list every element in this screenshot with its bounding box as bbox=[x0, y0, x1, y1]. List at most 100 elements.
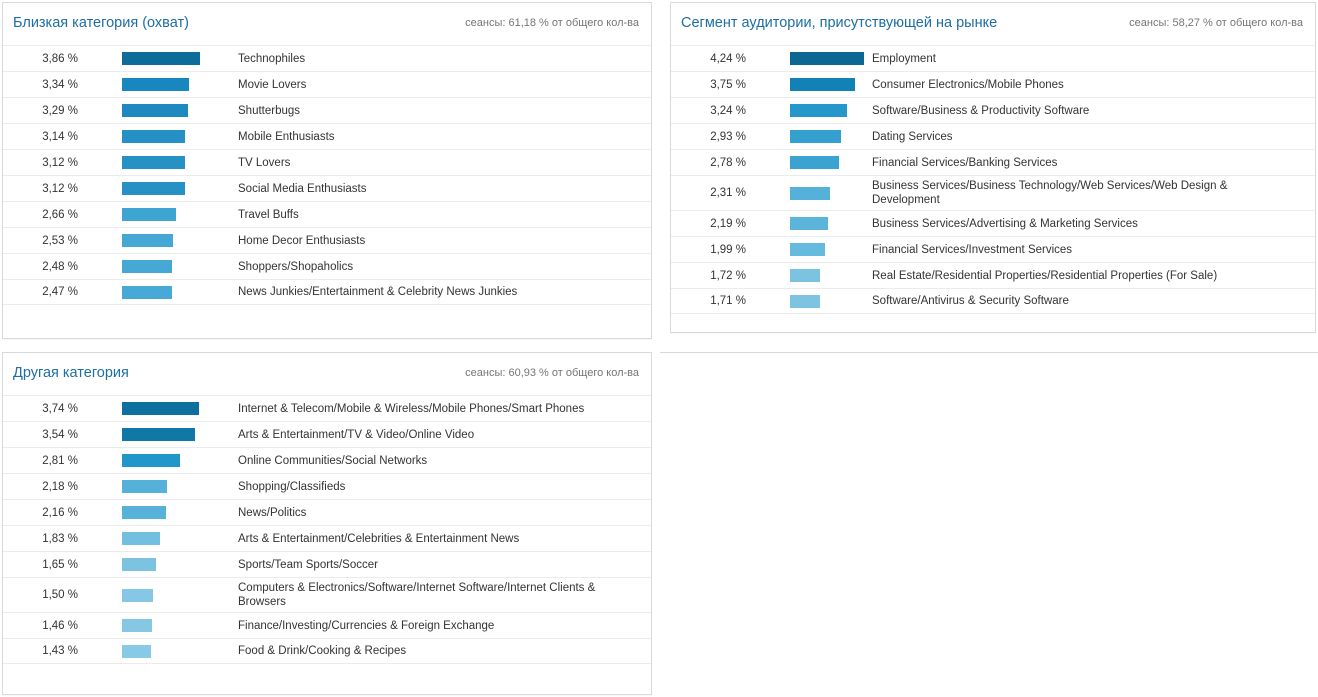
row-label: Business Services/Advertising & Marketin… bbox=[872, 217, 1138, 230]
widget-title-link[interactable]: Другая категория bbox=[13, 365, 129, 381]
row-value: 2,48 % bbox=[42, 260, 78, 273]
table-row: 3,12 % TV Lovers bbox=[3, 149, 651, 175]
row-value: 3,24 % bbox=[710, 104, 746, 117]
widget-title-link[interactable]: Близкая категория (охват) bbox=[13, 15, 189, 31]
widget-header: Другая категория сеансы: 60,93 % от обще… bbox=[3, 353, 651, 382]
bar-rows: 3,74 % Internet & Telecom/Mobile & Wirele… bbox=[3, 395, 651, 664]
bar-zone bbox=[122, 506, 238, 519]
table-row: 2,81 % Online Communities/Social Networks bbox=[3, 447, 651, 473]
bar-zone bbox=[122, 454, 238, 467]
table-row: 1,46 % Finance/Investing/Currencies & For… bbox=[3, 612, 651, 638]
row-value: 3,34 % bbox=[42, 78, 78, 91]
bar-zone bbox=[122, 588, 238, 602]
row-value: 3,75 % bbox=[710, 78, 746, 91]
value-bar bbox=[122, 558, 156, 571]
value-bar bbox=[790, 78, 855, 91]
value-bar bbox=[790, 217, 828, 230]
row-label: Internet & Telecom/Mobile & Wireless/Mob… bbox=[238, 402, 585, 415]
bar-zone bbox=[122, 558, 238, 571]
table-row: 2,47 % News Junkies/Entertainment & Celeb… bbox=[3, 279, 651, 305]
table-row: 1,43 % Food & Drink/Cooking & Recipes bbox=[3, 638, 651, 664]
table-row: 3,54 % Arts & Entertainment/TV & Video/On… bbox=[3, 421, 651, 447]
value-bar bbox=[122, 104, 188, 117]
table-row: 3,29 % Shutterbugs bbox=[3, 97, 651, 123]
bar-zone bbox=[122, 234, 238, 247]
table-row: 3,74 % Internet & Telecom/Mobile & Wirele… bbox=[3, 395, 651, 421]
bar-zone bbox=[790, 78, 872, 91]
bar-zone bbox=[122, 644, 238, 658]
row-label: Software/Business & Productivity Softwar… bbox=[872, 104, 1090, 117]
row-label: Sports/Team Sports/Soccer bbox=[238, 558, 378, 571]
bar-zone bbox=[122, 480, 238, 493]
table-row: 2,93 % Dating Services bbox=[671, 123, 1315, 149]
row-value: 2,81 % bbox=[42, 454, 78, 467]
value-bar bbox=[790, 294, 820, 308]
row-label: Movie Lovers bbox=[238, 78, 307, 91]
table-row: 1,72 % Real Estate/Residential Properties… bbox=[671, 262, 1315, 288]
table-row: 1,83 % Arts & Entertainment/Celebrities &… bbox=[3, 525, 651, 551]
row-value: 3,86 % bbox=[42, 52, 78, 65]
row-label: Technophiles bbox=[238, 52, 306, 65]
value-bar bbox=[122, 130, 185, 143]
bar-zone bbox=[122, 78, 238, 91]
row-label: News Junkies/Entertainment & Celebrity N… bbox=[238, 286, 518, 298]
value-bar bbox=[122, 156, 185, 169]
widget-other-category: Другая категория сеансы: 60,93 % от обще… bbox=[2, 352, 652, 695]
row-label: Finance/Investing/Currencies & Foreign E… bbox=[238, 619, 495, 632]
value-bar bbox=[122, 644, 151, 658]
table-row: 3,75 % Consumer Electronics/Mobile Phones bbox=[671, 71, 1315, 97]
bar-zone bbox=[122, 260, 238, 273]
sessions-share-label: сеансы: 61,18 % от общего кол-ва bbox=[465, 17, 639, 29]
bar-zone bbox=[122, 104, 238, 117]
row-value: 1,71 % bbox=[710, 295, 746, 307]
bar-zone bbox=[790, 269, 872, 282]
table-row: 2,19 % Business Services/Advertising & Ma… bbox=[671, 210, 1315, 236]
value-bar bbox=[122, 619, 152, 632]
bar-zone bbox=[790, 217, 872, 230]
bar-zone bbox=[122, 402, 238, 415]
sessions-share-label: сеансы: 58,27 % от общего кол-ва bbox=[1129, 17, 1303, 29]
row-value: 2,93 % bbox=[710, 130, 746, 143]
widget-header: Сегмент аудитории, присутствующей на рын… bbox=[671, 3, 1315, 32]
bar-rows: 3,86 % Technophiles 3,34 % Movie Lovers 3,29… bbox=[3, 45, 651, 305]
bar-zone bbox=[122, 532, 238, 545]
row-value: 1,46 % bbox=[42, 619, 78, 632]
widget-title-link[interactable]: Сегмент аудитории, присутствующей на рын… bbox=[681, 15, 998, 31]
sessions-share-label: сеансы: 60,93 % от общего кол-ва bbox=[465, 367, 639, 379]
row-value: 2,19 % bbox=[710, 217, 746, 230]
bar-zone bbox=[122, 130, 238, 143]
bar-zone bbox=[790, 186, 872, 200]
table-row: 2,66 % Travel Buffs bbox=[3, 201, 651, 227]
value-bar bbox=[790, 269, 820, 282]
bar-zone bbox=[122, 156, 238, 169]
table-row: 1,65 % Sports/Team Sports/Soccer bbox=[3, 551, 651, 577]
row-label: Arts & Entertainment/Celebrities & Enter… bbox=[238, 532, 520, 545]
row-label: Home Decor Enthusiasts bbox=[238, 234, 366, 247]
row-label: Mobile Enthusiasts bbox=[238, 130, 335, 143]
value-bar bbox=[122, 480, 167, 493]
value-bar bbox=[790, 186, 830, 200]
empty-grid-cell-divider bbox=[660, 352, 1318, 353]
value-bar bbox=[122, 208, 176, 221]
row-value: 1,83 % bbox=[42, 532, 78, 545]
row-label: Software/Antivirus & Security Software bbox=[872, 295, 1069, 307]
value-bar bbox=[122, 506, 166, 519]
row-label: Financial Services/Banking Services bbox=[872, 156, 1058, 169]
table-row: 3,34 % Movie Lovers bbox=[3, 71, 651, 97]
bar-zone bbox=[790, 294, 872, 308]
value-bar bbox=[122, 402, 199, 415]
table-row: 3,86 % Technophiles bbox=[3, 45, 651, 71]
value-bar bbox=[122, 532, 160, 545]
table-row: 2,16 % News/Politics bbox=[3, 499, 651, 525]
row-value: 1,43 % bbox=[42, 645, 78, 657]
row-label: Computers & Electronics/Software/Interne… bbox=[238, 582, 596, 608]
row-value: 3,74 % bbox=[42, 402, 78, 415]
bar-zone bbox=[122, 182, 238, 195]
row-value: 3,54 % bbox=[42, 428, 78, 441]
row-value: 1,99 % bbox=[710, 243, 746, 256]
row-label: Shopping/Classifieds bbox=[238, 480, 346, 493]
table-row: 2,78 % Financial Services/Banking Service… bbox=[671, 149, 1315, 175]
value-bar bbox=[122, 182, 185, 195]
value-bar bbox=[790, 156, 839, 169]
